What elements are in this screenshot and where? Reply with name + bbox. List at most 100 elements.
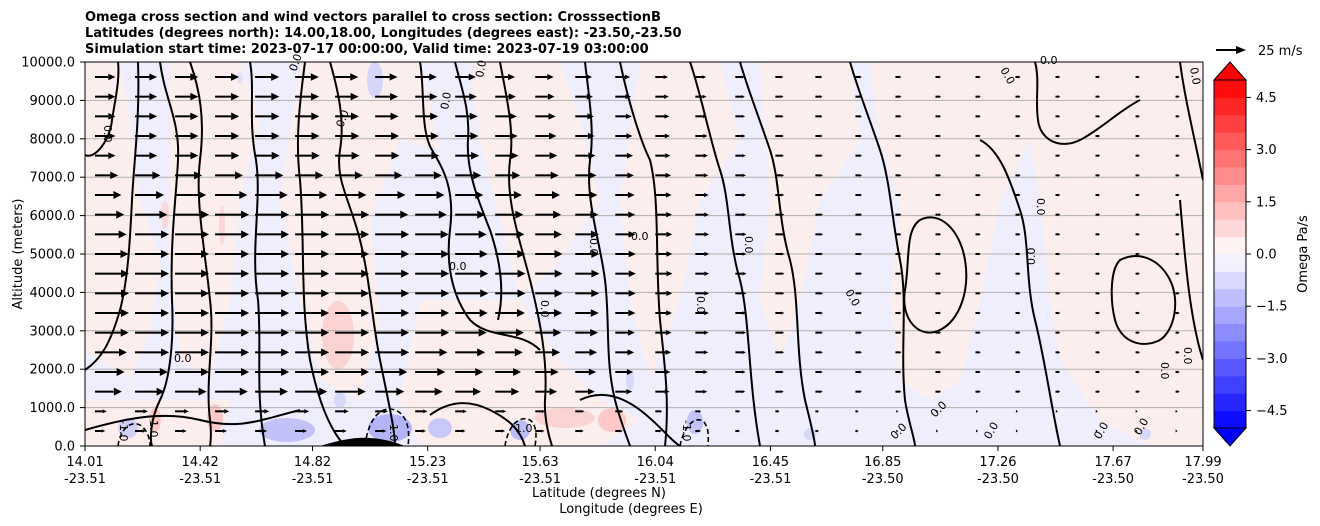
- wind-arrow: [295, 73, 319, 81]
- wind-arrow: [775, 409, 780, 413]
- wind-arrow: [975, 272, 981, 276]
- wind-arrow: [215, 409, 230, 414]
- y-tick-label: 5000.0: [30, 248, 76, 263]
- wind-arrow: [495, 250, 526, 258]
- wind-arrow: [295, 92, 320, 101]
- wind-arrow: [975, 331, 981, 335]
- wind-arrow: [495, 191, 522, 199]
- x-tick-label-lon: -23.50: [1092, 472, 1134, 487]
- wind-arrow: [1015, 429, 1018, 433]
- wind-arrow: [95, 348, 127, 357]
- colorbar-step: [1214, 375, 1246, 394]
- wind-arrow: [215, 92, 240, 101]
- wind-arrow: [935, 193, 941, 197]
- wind-arrow: [575, 348, 598, 356]
- wind-arrow: [375, 289, 410, 298]
- wind-arrow: [855, 291, 863, 295]
- wind-arrow: [415, 348, 448, 357]
- y-tick-label: 9000.0: [30, 94, 76, 109]
- wind-arrow: [535, 388, 558, 396]
- negative-contours: [117, 408, 710, 446]
- y-tick-label: 1000.0: [30, 401, 76, 416]
- wind-arrow: [95, 269, 129, 278]
- wind-arrow: [255, 92, 280, 101]
- wind-arrow: [535, 191, 561, 199]
- wind-arrow: [495, 309, 525, 317]
- wind-arrow: [775, 193, 785, 197]
- wind-arrow: [215, 112, 240, 121]
- wind-arrow: [1095, 95, 1100, 99]
- wind-arrow: [215, 171, 244, 180]
- x-tick-label-lat: 17.26: [979, 455, 1016, 470]
- wind-arrow: [1055, 409, 1058, 413]
- wind-arrow: [695, 409, 702, 413]
- wind-arrow: [575, 388, 595, 395]
- wind-arrow: [335, 230, 370, 239]
- x-tick-label-lon: -23.51: [64, 472, 106, 487]
- wind-arrow: [695, 153, 708, 158]
- wind-arrow: [255, 132, 280, 140]
- contour-label: 0.0: [1158, 362, 1171, 380]
- wind-arrow: [495, 368, 522, 376]
- wind-arrow: [975, 114, 981, 118]
- wind-arrow: [295, 112, 320, 121]
- wind-arrow: [1095, 272, 1100, 276]
- wind-arrow: [415, 429, 426, 433]
- wind-arrow: [455, 73, 476, 81]
- wind-arrow: [1015, 350, 1021, 354]
- wind-arrow: [455, 132, 479, 140]
- wind-arrow: [975, 193, 981, 197]
- wind-arrow: [655, 409, 663, 413]
- wind-arrow: [175, 151, 199, 160]
- wind-arrow: [1175, 114, 1180, 118]
- wind-arrow: [1135, 154, 1140, 158]
- wind-arrow: [135, 230, 170, 239]
- y-tick-label: 6000.0: [30, 209, 76, 224]
- wind-arrow: [615, 409, 624, 413]
- wind-arrow: [1135, 75, 1140, 79]
- contour-label: 0.0: [449, 260, 467, 273]
- wind-arrow: [655, 231, 673, 238]
- wind-arrow: [335, 191, 367, 199]
- wind-arrow: [135, 429, 147, 433]
- wind-arrow: [815, 134, 823, 138]
- wind-arrow: [295, 210, 330, 219]
- y-tick-label: 7000.0: [30, 171, 76, 186]
- wind-arrow: [1015, 311, 1021, 315]
- wind-arrow: [695, 310, 709, 316]
- wind-arrow: [775, 350, 785, 354]
- x-tick-label-lat: 14.01: [66, 455, 103, 470]
- colorbar-step: [1214, 410, 1246, 429]
- wind-arrow: [775, 390, 784, 394]
- colorbar-step: [1214, 80, 1246, 98]
- wind-arrow: [1055, 154, 1061, 158]
- x-tick-label-lon: -23.50: [977, 472, 1019, 487]
- wind-arrow: [455, 289, 489, 298]
- contour-label: -1.0: [117, 420, 130, 441]
- wind-arrow: [1095, 193, 1100, 197]
- wind-arrow: [695, 350, 709, 355]
- terrain: [320, 437, 405, 446]
- wind-arrow: [175, 230, 210, 239]
- wind-arrow: [855, 272, 863, 276]
- wind-arrow: [895, 331, 902, 335]
- wind-arrow: [335, 210, 370, 219]
- wind-arrow: [695, 389, 708, 394]
- wind-arrow: [895, 252, 902, 256]
- wind-arrow: [695, 134, 708, 138]
- wind-arrow: [495, 93, 516, 100]
- contour-label: 0.0: [631, 230, 649, 243]
- wind-arrow: [1175, 252, 1180, 256]
- wind-arrow: [895, 370, 902, 374]
- wind-arrow: [295, 230, 330, 239]
- wind-arrow: [255, 328, 290, 337]
- wind-arrow: [335, 368, 370, 376]
- wind-arrow: [735, 193, 747, 197]
- wind-arrow: [895, 173, 902, 177]
- wind-arrow: [455, 210, 486, 219]
- wind-arrow: [255, 73, 280, 81]
- wind-arrow: [535, 348, 561, 357]
- wind-arrow: [735, 311, 747, 315]
- wind-arrow: [1175, 370, 1180, 374]
- wind-arrow: [975, 75, 981, 79]
